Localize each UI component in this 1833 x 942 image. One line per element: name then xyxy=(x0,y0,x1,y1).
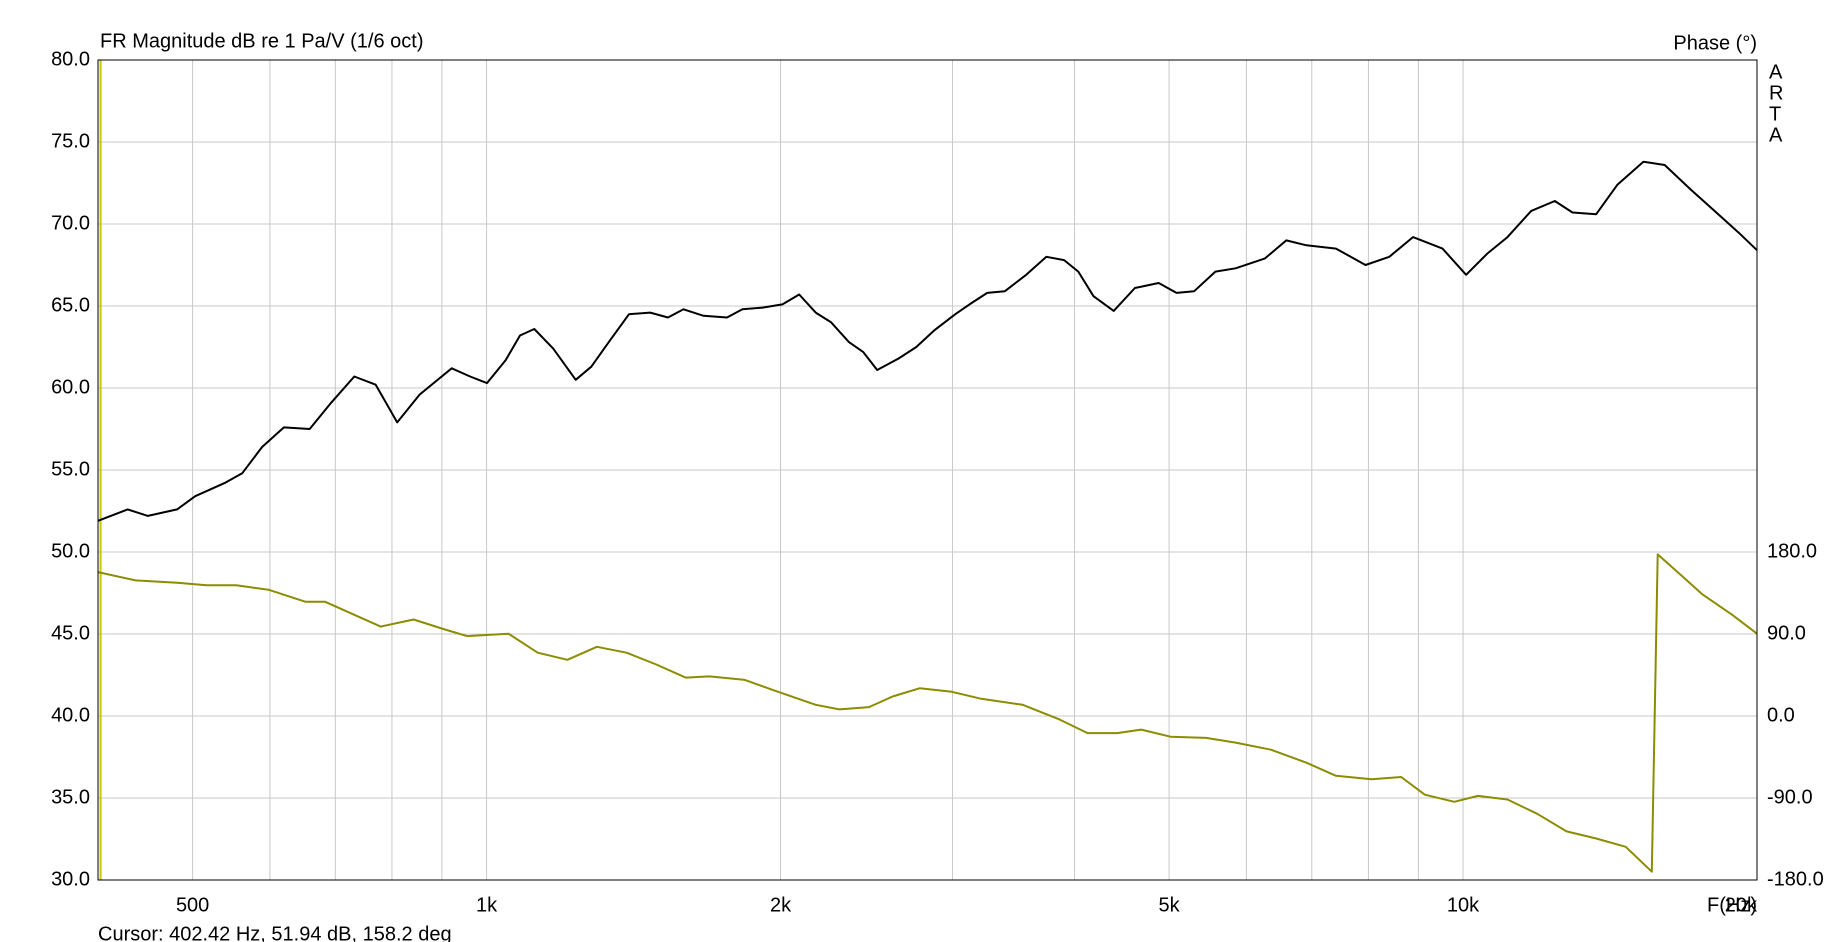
y-tick-label: 65.0 xyxy=(51,294,90,316)
y-tick-label: 80.0 xyxy=(51,48,90,70)
y2-axis-label: Phase (°) xyxy=(1673,32,1757,54)
y2-tick-label: -90.0 xyxy=(1767,786,1813,808)
y-tick-label: 30.0 xyxy=(51,868,90,890)
x-tick-label: 1k xyxy=(476,894,498,916)
watermark-letter: R xyxy=(1769,82,1783,104)
chart-title: FR Magnitude dB re 1 Pa/V (1/6 oct) xyxy=(100,30,424,52)
y2-tick-label: -180.0 xyxy=(1767,868,1824,890)
y-tick-label: 70.0 xyxy=(51,212,90,234)
y-tick-label: 45.0 xyxy=(51,622,90,644)
x-tick-label: 5k xyxy=(1159,894,1181,916)
x-tick-label: 500 xyxy=(176,894,209,916)
watermark-letter: T xyxy=(1769,103,1781,125)
y-tick-label: 35.0 xyxy=(51,786,90,808)
x-tick-label: 2k xyxy=(770,894,792,916)
plot-frame xyxy=(97,59,1758,881)
x-tick-label: 20k xyxy=(1725,894,1758,916)
y2-tick-label: 0.0 xyxy=(1767,704,1795,726)
watermark-letter: A xyxy=(1769,61,1783,83)
x-tick-label: 10k xyxy=(1447,894,1480,916)
cursor-readout: Cursor: 402.42 Hz, 51.94 dB, 158.2 deg xyxy=(98,923,452,942)
watermark-letter: A xyxy=(1769,124,1783,146)
y-tick-label: 60.0 xyxy=(51,376,90,398)
y-tick-label: 75.0 xyxy=(51,130,90,152)
x-axis-label: F(Hz) xyxy=(1707,894,1757,916)
y-tick-label: 40.0 xyxy=(51,704,90,726)
y2-tick-label: 90.0 xyxy=(1767,622,1806,644)
series-line xyxy=(97,553,1758,873)
y-tick-label: 55.0 xyxy=(51,458,90,480)
y-tick-label: 50.0 xyxy=(51,540,90,562)
y2-tick-label: 180.0 xyxy=(1767,540,1817,562)
series-line xyxy=(97,160,1758,522)
